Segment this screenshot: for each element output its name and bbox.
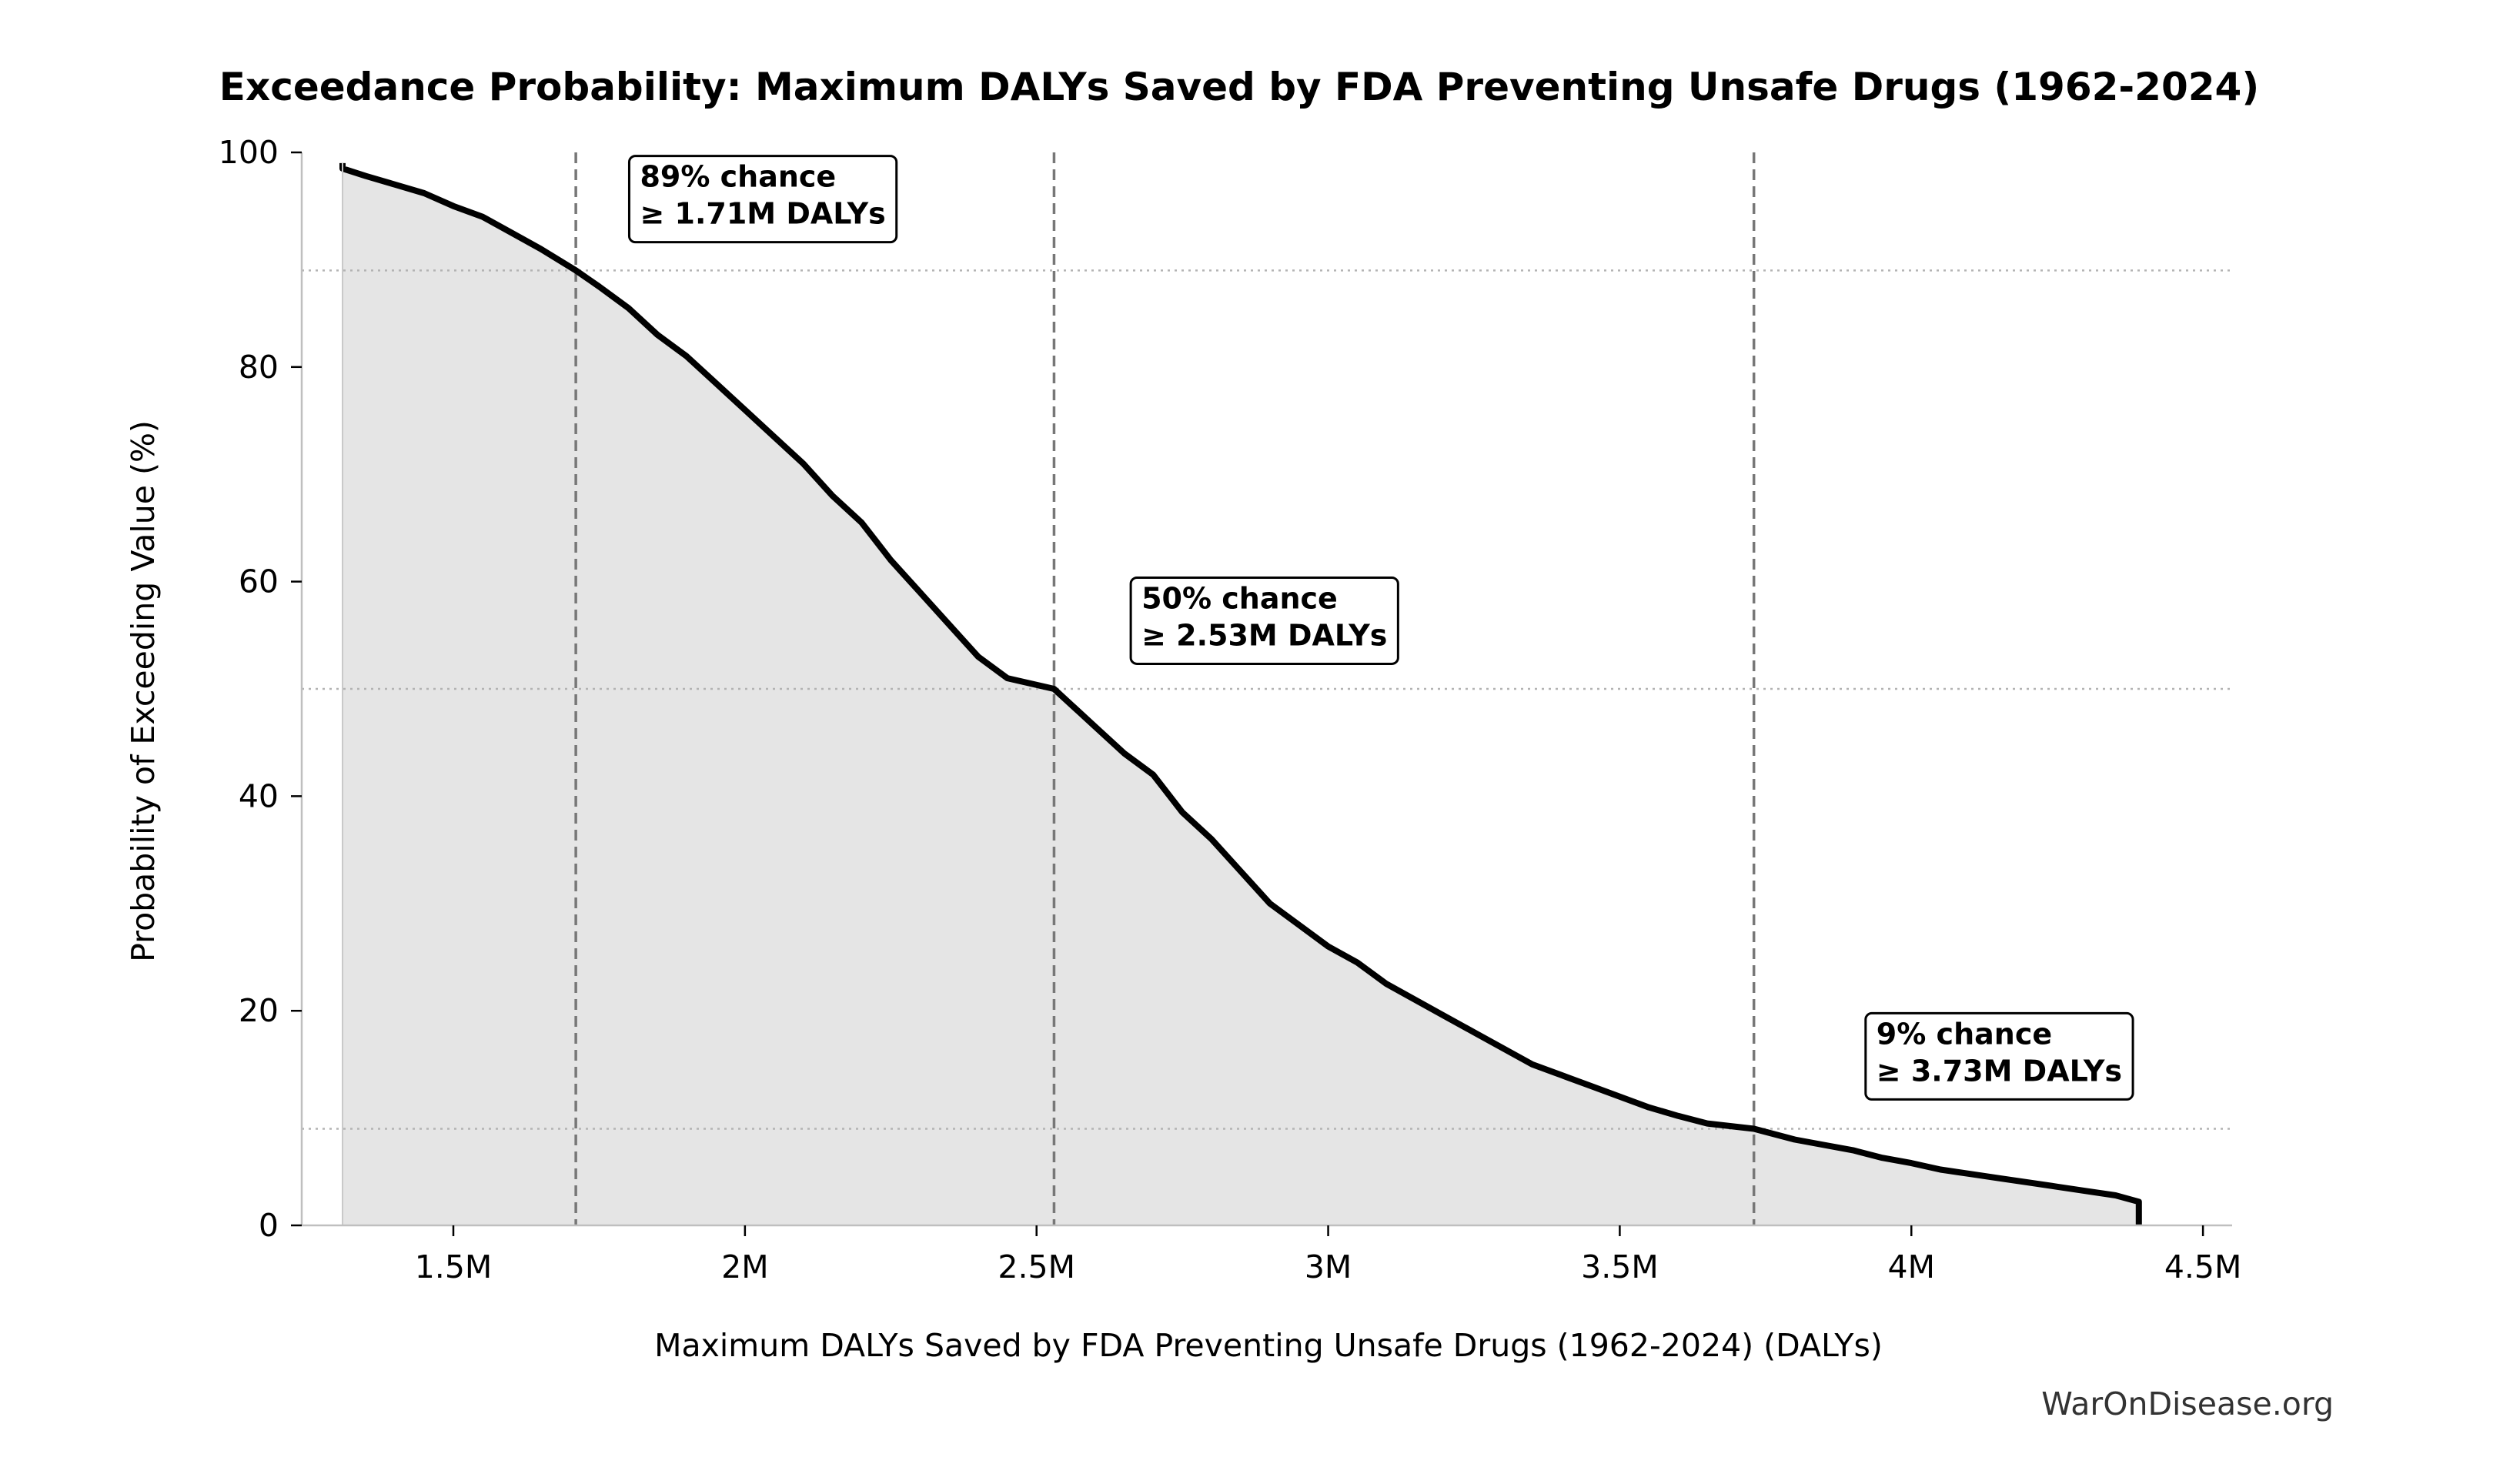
x-tick-label: 4M xyxy=(1888,1248,1935,1285)
annotation-box-border xyxy=(1129,576,1399,665)
x-axis-label: Maximum DALYs Saved by FDA Preventing Un… xyxy=(654,1327,1883,1364)
y-ticks: 0 20 40 60 80 100 xyxy=(219,134,302,1244)
annotations: 89% chance≥ 1.71M DALYs 50% chance≥ 2.53M… xyxy=(627,155,2134,1101)
annotation-line-2: ≥ 1.71M DALYs xyxy=(640,197,885,231)
chart-title: Exceedance Probability: Maximum DALYs Sa… xyxy=(219,65,2259,109)
x-tick-label: 3M xyxy=(1305,1248,1352,1285)
reference-lines xyxy=(302,152,2232,1225)
exceedance-curve-line xyxy=(339,162,2142,1225)
annotation-box-border xyxy=(627,155,898,244)
annotation-box: 50% chance≥ 2.53M DALYs xyxy=(1129,576,1399,665)
x-tick-label: 1.5M xyxy=(415,1248,493,1285)
y-tick-label: 0 xyxy=(259,1207,279,1244)
annotation-line-2: ≥ 2.53M DALYs xyxy=(1141,618,1387,652)
x-tick-label: 3.5M xyxy=(1581,1248,1659,1285)
annotation-box: 89% chance≥ 1.71M DALYs xyxy=(627,155,898,244)
y-tick-label: 40 xyxy=(239,777,279,814)
y-tick-label: 100 xyxy=(219,134,279,171)
annotation-line-1: 89% chance xyxy=(640,160,836,194)
exceedance-area-fill xyxy=(343,162,2139,1225)
x-ticks: 1.5M 2M 2.5M 3M 3.5M 4M 4.5M xyxy=(415,1225,2242,1285)
y-tick-label: 60 xyxy=(239,563,279,600)
x-tick-label: 2.5M xyxy=(998,1248,1075,1285)
y-axis-label: Probability of Exceeding Value (%) xyxy=(125,420,162,962)
y-tick-label: 80 xyxy=(239,349,279,386)
axes: 1.5M 2M 2.5M 3M 3.5M 4M 4.5M 0 20 40 60 80 100 xyxy=(219,134,2242,1285)
x-tick-label: 4.5M xyxy=(2164,1248,2242,1285)
annotation-line-2: ≥ 3.73M DALYs xyxy=(1877,1054,2122,1088)
y-tick-label: 20 xyxy=(239,992,279,1029)
x-tick-label: 2M xyxy=(721,1248,768,1285)
annotation-box: 9% chance≥ 3.73M DALYs xyxy=(1864,1011,2134,1101)
annotation-box-border xyxy=(1864,1011,2134,1101)
plot-area xyxy=(302,152,2232,1225)
annotation-line-1: 9% chance xyxy=(1877,1017,2052,1051)
footer-watermark: WarOnDisease.org xyxy=(2041,1385,2334,1422)
annotation-line-1: 50% chance xyxy=(1141,581,1338,615)
